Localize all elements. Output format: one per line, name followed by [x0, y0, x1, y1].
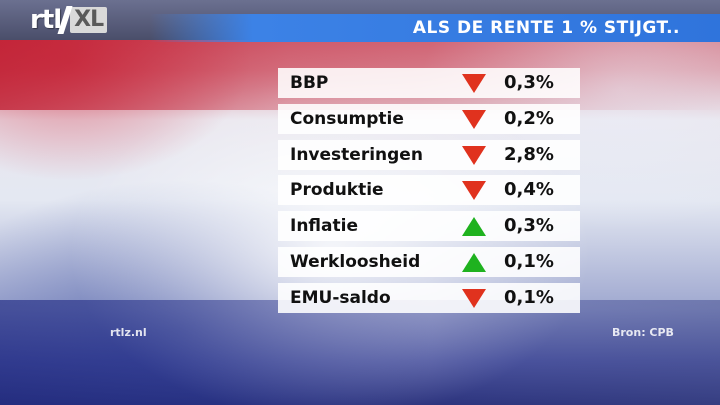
- row-value: 0,1%: [504, 250, 554, 272]
- row-label: Werkloosheid: [290, 251, 421, 272]
- row-label: Produktie: [290, 180, 384, 201]
- arrow-up-icon: [462, 217, 486, 237]
- table-row: Werkloosheid 0,1%: [278, 246, 580, 277]
- page-title: ALS DE RENTE 1 % STIJGT..: [412, 18, 680, 38]
- title-bar: ALS DE RENTE 1 % STIJGT..: [150, 14, 720, 42]
- table-row: EMU-saldo 0,1%: [278, 282, 580, 313]
- arrow-up-icon: [462, 252, 486, 272]
- row-value: 0,4%: [504, 179, 554, 201]
- row-value: 0,3%: [504, 72, 554, 93]
- indicator-table: BBP 0,3% Consumptie 0,2% Investeringen 2,8% Pr…: [278, 68, 580, 319]
- logo-text: rtl: [30, 5, 62, 35]
- row-value: 0,3%: [504, 215, 554, 237]
- row-value: 2,8%: [504, 143, 554, 165]
- arrow-down-icon: [462, 181, 486, 201]
- row-label: Consumptie: [290, 108, 404, 129]
- channel-logo: rtl XL: [30, 4, 108, 36]
- arrow-down-icon: [462, 288, 486, 308]
- row-label: Inflatie: [290, 216, 358, 237]
- row-label: Investeringen: [290, 144, 423, 165]
- row-label: BBP: [290, 73, 329, 93]
- arrow-down-icon: [462, 74, 486, 93]
- logo-suffix: XL: [70, 7, 108, 33]
- table-row: BBP 0,3%: [278, 68, 580, 98]
- row-value: 0,2%: [504, 107, 554, 129]
- row-value: 0,1%: [504, 286, 554, 308]
- row-label: EMU-saldo: [290, 287, 391, 308]
- site-credit: rtlz.nl: [110, 326, 147, 339]
- source-credit: Bron: CPB: [612, 326, 674, 339]
- table-row: Inflatie 0,3%: [278, 211, 580, 242]
- table-row: Consumptie 0,2%: [278, 103, 580, 134]
- arrow-down-icon: [462, 145, 486, 165]
- table-row: Produktie 0,4%: [278, 175, 580, 206]
- background-blue-band: [0, 300, 720, 405]
- table-row: Investeringen 2,8%: [278, 139, 580, 170]
- arrow-down-icon: [462, 109, 486, 129]
